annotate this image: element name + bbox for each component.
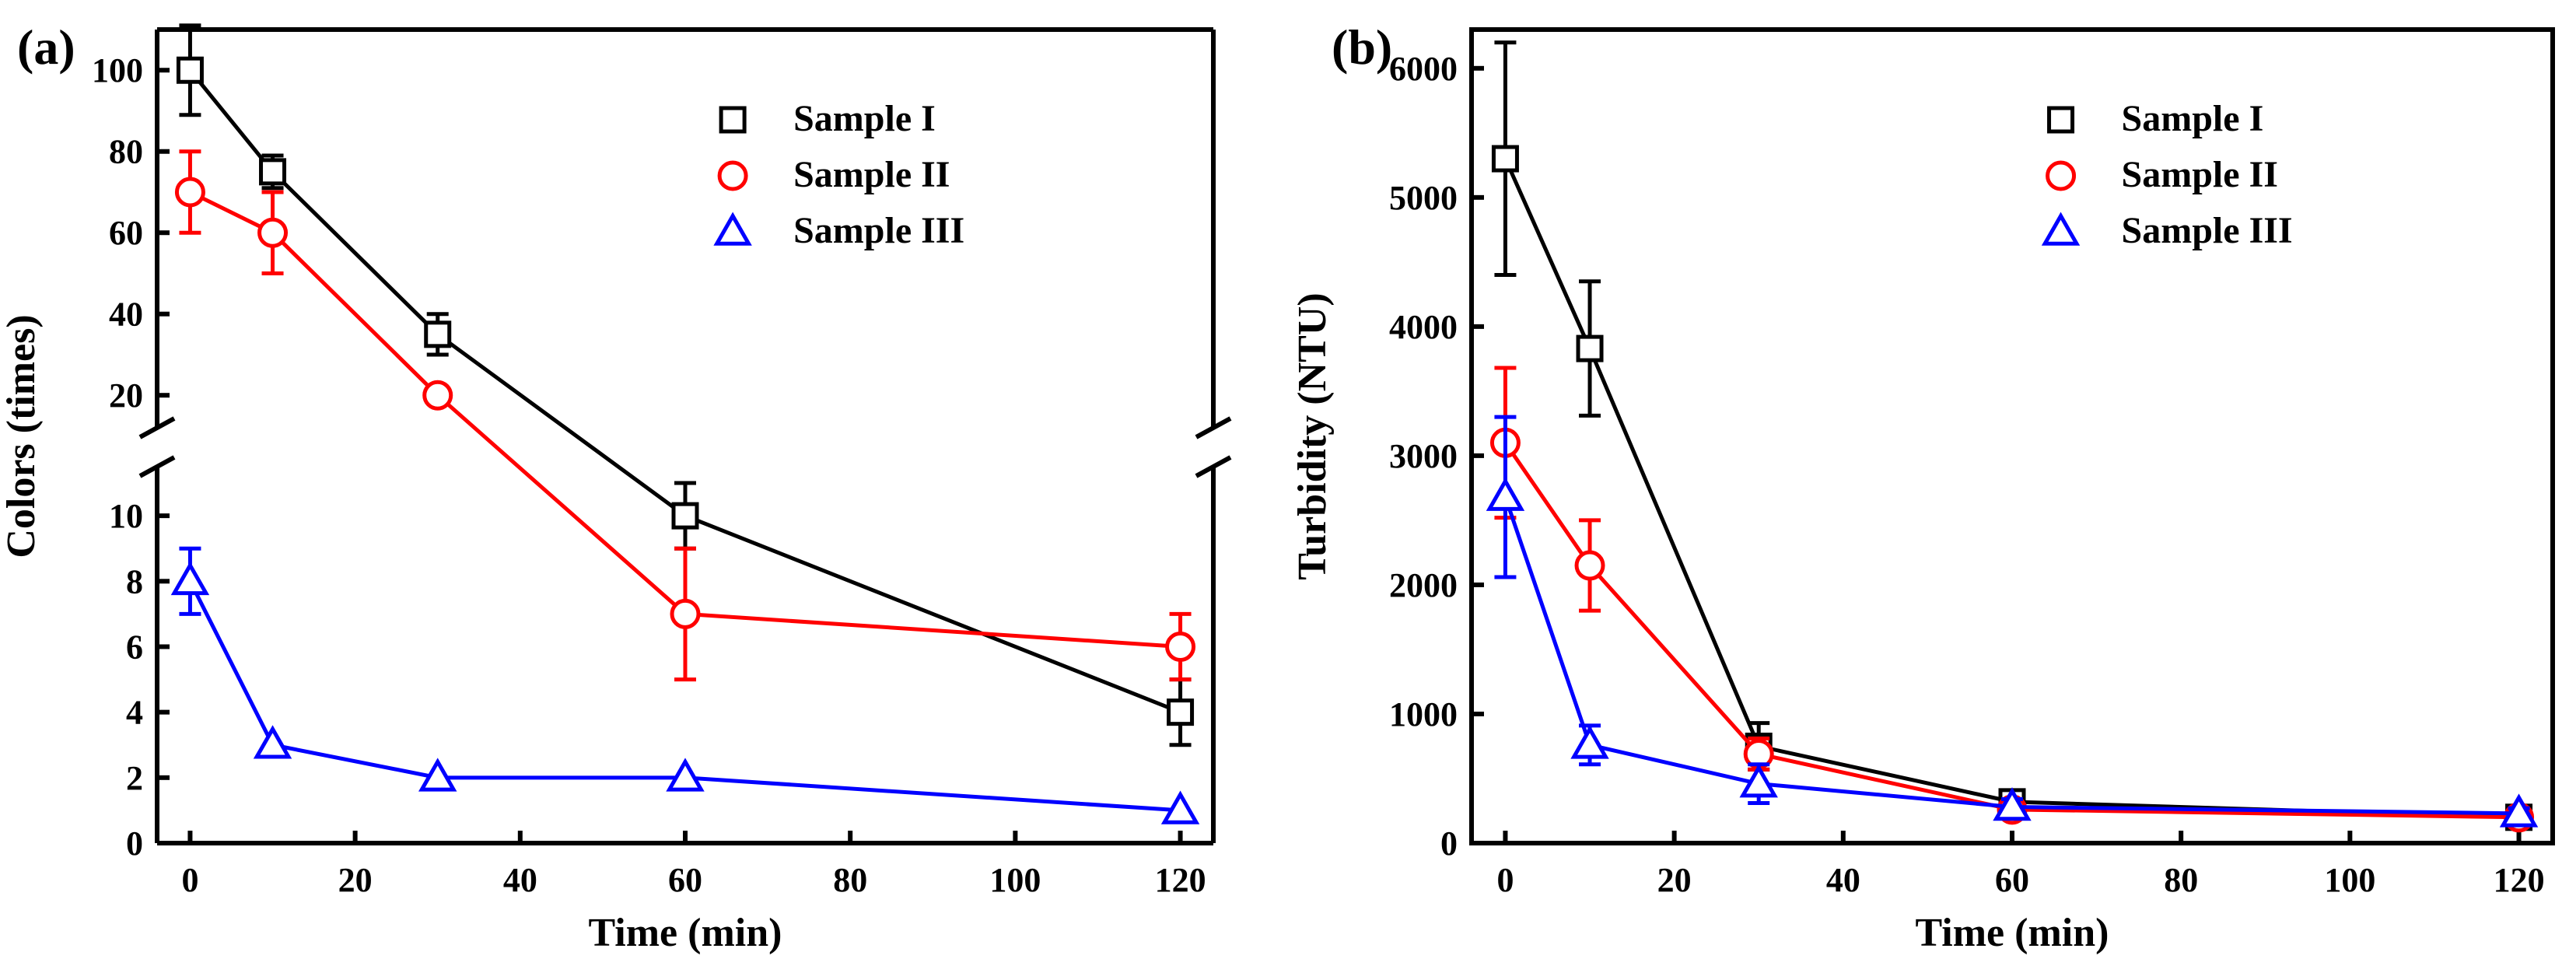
y-tick-label: 2 (126, 759, 143, 797)
y-tick-label: 0 (126, 824, 143, 863)
data-point-circle (174, 177, 205, 208)
x-tick-label: 0 (181, 861, 198, 899)
axis-break-mark-right (1195, 416, 1232, 439)
panel-b-chart: 0 20 40 60 80 100 120 0 1000 2000 3000 4000 5000 6000… (1290, 19, 2555, 955)
legend-label: Sample I (2122, 98, 2264, 139)
legend-label: Sample III (2122, 210, 2293, 251)
data-point-square (1576, 334, 1604, 362)
series-line (1503, 158, 2519, 820)
legend: Sample I Sample II Sample III (713, 98, 964, 251)
y-tick-label: 6 (126, 628, 143, 666)
y-tick-label: 5000 (1389, 179, 1458, 217)
panel-label: (b) (1332, 19, 1392, 75)
panel-a-chart: 0 20 40 60 80 100 120 0 2 4 6 8 10 20 40 60 80 100 Time (m… (0, 19, 1232, 955)
data-point-triangle (666, 758, 705, 792)
data-point-square (1491, 145, 1519, 173)
data-point-triangle (1570, 725, 1609, 759)
data-point-circle (422, 380, 453, 411)
x-tick-label: 20 (338, 861, 373, 899)
y-tick-label: 100 (92, 51, 143, 89)
y-tick-label: 80 (109, 133, 143, 171)
legend-marker (719, 106, 747, 134)
x-tick-label: 80 (2164, 861, 2198, 899)
y-tick-label: 0 (1440, 824, 1458, 863)
data-point-triangle (2499, 793, 2539, 828)
data-point-circle (1165, 631, 1196, 662)
legend-marker (2047, 106, 2075, 134)
data-point-triangle (418, 758, 457, 792)
data-point-triangle (1739, 764, 1778, 798)
data-point-triangle (170, 561, 210, 596)
x-tick-label: 120 (1155, 861, 1206, 899)
data-point-square (176, 56, 204, 84)
data-point-triangle (1486, 477, 1525, 511)
x-tick-label: 60 (1995, 861, 2029, 899)
legend-marker (2046, 160, 2077, 191)
y-tick-label: 4 (126, 694, 143, 732)
axis-break-mark-left (138, 416, 176, 439)
x-tick-label: 0 (1496, 861, 1514, 899)
legend-marker (2041, 212, 2081, 246)
y-tick-label: 40 (109, 296, 143, 334)
data-point-triangle (1160, 790, 1200, 824)
y-axis-label: Colors (times) (0, 314, 44, 558)
y-tick-label: 1000 (1389, 695, 1458, 733)
series-sample-ii (1489, 366, 2535, 833)
legend-label: Sample II (793, 154, 950, 195)
data-point-triangle (253, 725, 292, 759)
legend-marker (717, 160, 748, 191)
y-tick-label: 8 (126, 562, 143, 600)
x-tick-label: 120 (2494, 861, 2545, 899)
data-point-circle (1574, 550, 1605, 581)
series-sample-iii (170, 546, 1200, 824)
y-tick-label: 20 (109, 376, 143, 415)
data-point-square (671, 502, 699, 530)
panel-label: (a) (17, 19, 75, 75)
legend: Sample I Sample II Sample III (2041, 98, 2293, 251)
legend-label: Sample I (793, 98, 936, 139)
y-tick-label: 3000 (1389, 437, 1458, 475)
y-tick-label: 2000 (1389, 566, 1458, 604)
x-tick-label: 60 (668, 861, 702, 899)
y-tick-label: 60 (109, 214, 143, 252)
data-point-square (259, 158, 287, 186)
legend-label: Sample II (2122, 154, 2278, 195)
axis-break-mark-right (1195, 455, 1232, 478)
y-tick-label: 10 (109, 497, 143, 535)
plot-frame (1469, 27, 2555, 845)
x-tick-label: 100 (989, 861, 1041, 899)
x-axis-label: Time (min) (1916, 911, 2109, 955)
y-tick-label: 4000 (1389, 308, 1458, 346)
series-sample-iii (1486, 415, 2539, 828)
x-tick-label: 80 (833, 861, 867, 899)
series-sample-i (176, 23, 1195, 747)
x-tick-label: 100 (2324, 861, 2375, 899)
data-point-square (1167, 698, 1195, 726)
data-point-circle (670, 598, 701, 629)
data-point-triangle (1993, 787, 2032, 821)
legend-marker (713, 212, 752, 246)
y-tick-label: 6000 (1389, 50, 1458, 88)
series-sample-i (1491, 40, 2533, 831)
series-sample-ii (174, 149, 1196, 682)
series-line (1503, 496, 2519, 816)
legend-label: Sample III (793, 210, 964, 251)
y-axis-label: Turbidity (NTU) (1290, 292, 1335, 579)
axis-break-mark-left (138, 455, 176, 478)
x-axis-label: Time (min) (589, 911, 782, 955)
data-point-square (424, 320, 452, 348)
x-tick-label: 40 (503, 861, 537, 899)
x-tick-label: 40 (1826, 861, 1860, 899)
data-point-circle (257, 217, 289, 248)
x-tick-label: 20 (1657, 861, 1692, 899)
